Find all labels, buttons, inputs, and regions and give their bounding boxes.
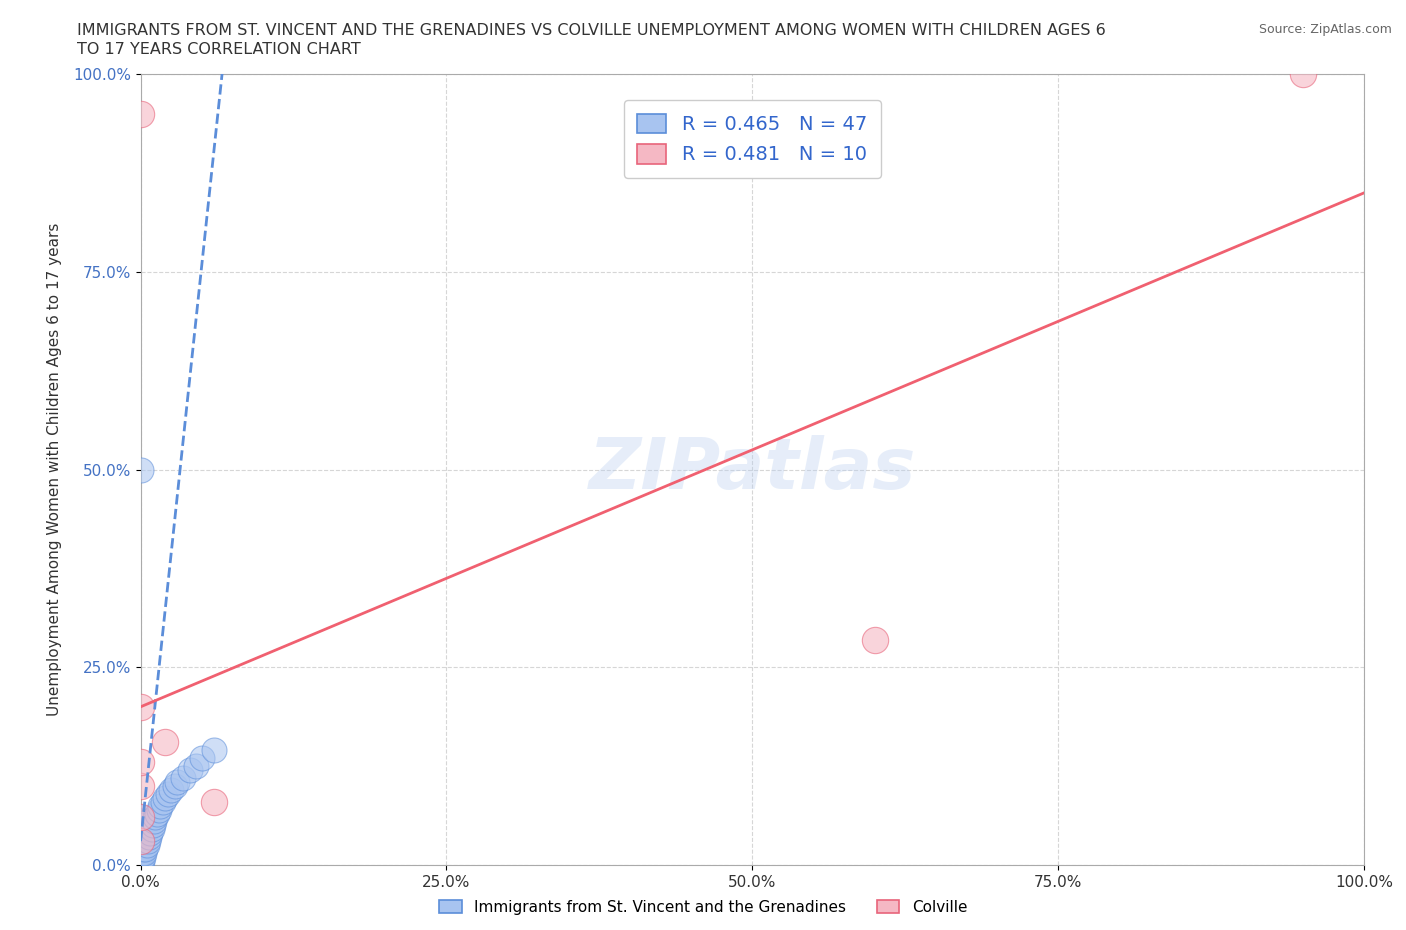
Point — [166, 775, 188, 790]
Point — [160, 782, 183, 797]
Legend: Immigrants from St. Vincent and the Grenadines, Colville: Immigrants from St. Vincent and the Gren… — [432, 892, 974, 923]
Point — [149, 798, 172, 813]
Point — [129, 850, 152, 865]
Point — [156, 787, 179, 802]
Point — [129, 755, 152, 770]
Text: ZIPatlas: ZIPatlas — [589, 435, 915, 504]
Point — [129, 854, 152, 869]
Point — [129, 462, 152, 477]
Point — [143, 814, 166, 829]
Point — [132, 842, 155, 857]
Point — [129, 810, 152, 825]
Point — [134, 842, 156, 857]
Point — [129, 845, 152, 860]
Point — [135, 822, 157, 837]
Point — [129, 778, 152, 793]
Point — [129, 834, 152, 849]
Y-axis label: Unemployment Among Women with Children Ages 6 to 17 years: Unemployment Among Women with Children A… — [46, 223, 62, 716]
Point — [131, 814, 153, 829]
Point — [129, 838, 152, 853]
Point — [129, 107, 152, 122]
Point — [863, 632, 886, 647]
Point — [145, 806, 167, 821]
Point — [135, 838, 157, 853]
Point — [184, 759, 207, 774]
Point — [141, 822, 163, 837]
Point — [202, 794, 225, 809]
Point — [138, 830, 160, 844]
Point — [179, 763, 201, 777]
Point — [131, 838, 153, 853]
Point — [153, 790, 176, 805]
Point — [132, 830, 155, 844]
Point — [134, 845, 156, 860]
Point — [134, 818, 156, 833]
Point — [132, 850, 155, 865]
Legend: R = 0.465   N = 47, R = 0.481   N = 10: R = 0.465 N = 47, R = 0.481 N = 10 — [624, 100, 880, 178]
Point — [134, 834, 156, 849]
Point — [129, 834, 152, 849]
Point — [202, 743, 225, 758]
Text: IMMIGRANTS FROM ST. VINCENT AND THE GRENADINES VS COLVILLE UNEMPLOYMENT AMONG WO: IMMIGRANTS FROM ST. VINCENT AND THE GREN… — [77, 23, 1107, 38]
Text: TO 17 YEARS CORRELATION CHART: TO 17 YEARS CORRELATION CHART — [77, 42, 361, 57]
Point — [152, 794, 174, 809]
Point — [134, 826, 156, 841]
Point — [153, 735, 176, 750]
Point — [143, 810, 166, 825]
Point — [172, 770, 194, 785]
Point — [129, 842, 152, 857]
Point — [129, 826, 152, 841]
Point — [191, 751, 214, 765]
Point — [148, 802, 170, 817]
Point — [1291, 67, 1313, 82]
Point — [131, 845, 153, 860]
Point — [131, 854, 153, 869]
Point — [139, 826, 162, 841]
Point — [163, 778, 186, 793]
Point — [131, 826, 153, 841]
Point — [136, 814, 159, 829]
Text: Source: ZipAtlas.com: Source: ZipAtlas.com — [1258, 23, 1392, 36]
Point — [129, 699, 152, 714]
Point — [129, 810, 152, 825]
Point — [142, 818, 165, 833]
Point — [129, 857, 152, 872]
Point — [136, 834, 159, 849]
